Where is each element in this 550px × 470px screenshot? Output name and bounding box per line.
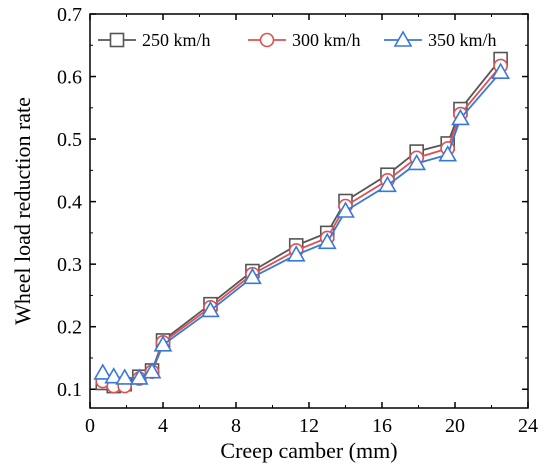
data-point [115,368,135,385]
data-point [93,363,113,380]
axis-ticks: 0 4 8 12 16 20 24 0.1 0.2 0.3 0.4 0.5 0.6 0.7 [57,4,538,437]
y-axis-label: Wheel load reduction rate [10,97,35,325]
series-circle [95,58,508,394]
legend-marker [393,30,413,47]
data-point [378,175,397,193]
data-point [438,145,458,162]
data-point [201,300,220,318]
data-point [491,62,511,79]
legend-marker [259,32,275,48]
y-tick-label: 0.1 [57,379,82,401]
x-axis-label: Creep camber (mm) [220,438,397,463]
legend-label: 250 km/h [142,30,211,50]
x-tick-label: 8 [231,415,241,437]
y-tick-label: 0.7 [57,4,82,26]
series-line [102,71,502,379]
plot-frame [89,13,529,409]
x-tick-label: 24 [518,415,538,437]
series-layer [93,51,511,394]
y-tick-label: 0.5 [57,129,82,151]
x-tick-label: 20 [445,415,465,437]
data-point [336,201,355,218]
data-point [129,368,149,385]
data-point [142,362,162,379]
legend: 250 km/h 300 km/h 350 km/h [98,30,497,50]
x-tick-label: 16 [372,415,392,437]
legend-marker [109,32,125,48]
data-point [451,108,470,126]
y-tick-label: 0.6 [57,67,82,89]
y-tick-label: 0.4 [57,192,82,214]
data-point [104,367,124,384]
legend-label: 350 km/h [428,30,497,50]
series-triangle [93,62,511,385]
legend-label: 300 km/h [292,30,361,50]
y-tick-label: 0.3 [57,254,82,276]
data-point [407,153,427,171]
x-tick-label: 12 [299,415,319,437]
x-tick-label: 0 [85,415,95,437]
data-point [286,245,306,262]
data-point [317,232,337,250]
data-point [153,335,173,352]
data-point [243,267,262,285]
x-tick-label: 4 [158,415,168,437]
y-tick-label: 0.2 [57,317,82,339]
